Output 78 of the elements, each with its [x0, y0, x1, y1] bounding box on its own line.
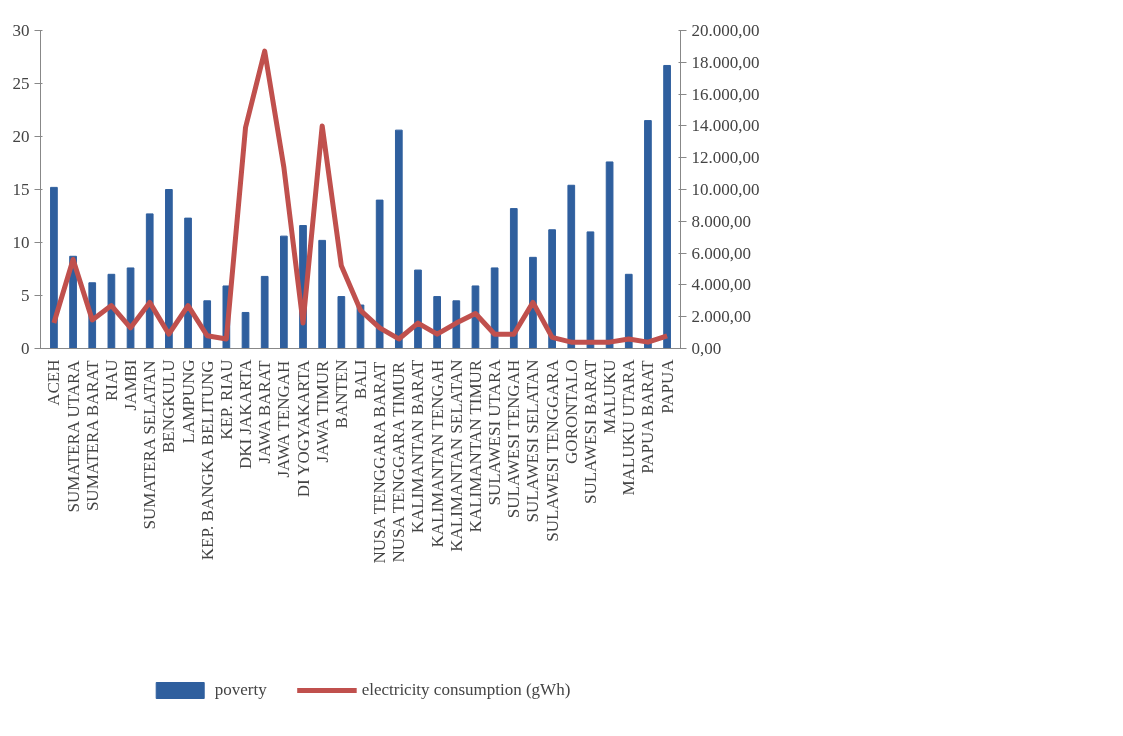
bar: [567, 184, 576, 349]
y-tick-label: 15: [12, 180, 30, 199]
x-tick-label: DI YOGYAKARTA: [293, 359, 313, 498]
x-tick-label: MALUKU: [600, 359, 620, 435]
x-tick-label: SULAWESI SELATAN: [523, 359, 543, 523]
bar: [624, 273, 633, 349]
y2-tick-label: 20.000,00: [691, 21, 760, 40]
bar: [663, 64, 671, 349]
x-tick-label: SUMATERA SELATAN: [140, 360, 160, 530]
x-tick-label: NUSA TENGGARA BARAT: [370, 361, 390, 564]
y2-tick-label: 4.000,00: [691, 275, 751, 295]
bar: [318, 239, 327, 349]
y-tick-label: 0: [21, 339, 30, 358]
bar: [605, 161, 614, 349]
y2-tick-label: 10.000,00: [691, 180, 760, 199]
x-tick-label: ACEH: [44, 359, 64, 406]
bar: [509, 208, 518, 349]
y-tick-label: 30: [12, 21, 30, 40]
bar: [337, 296, 346, 349]
bar: [50, 186, 58, 349]
y2-tick-label: 14.000,00: [691, 116, 760, 136]
x-tick-label: SULAWESI UTARA: [485, 358, 505, 506]
y2-tick-label: 6.000,00: [691, 243, 751, 263]
x-tick-label: KALIMANTAN TENGAH: [427, 359, 447, 548]
x-tick-label: SULAWESI BARAT: [580, 358, 600, 505]
bar: [165, 189, 173, 349]
x-tick-label: PAPUA BARAT: [638, 359, 658, 474]
x-tick-label: PAPUA: [657, 358, 677, 414]
y-tick-label: 25: [12, 74, 30, 93]
y2-tick-label: 0,00: [691, 339, 722, 358]
y2-tick-label: 18.000,00: [691, 52, 760, 72]
x-tick-label: KALIMANTAN TIMUR: [465, 359, 485, 533]
bar: [184, 217, 192, 349]
bar: [375, 199, 384, 349]
bar: [145, 213, 154, 349]
y2-tick-label: 8.000,00: [691, 211, 751, 231]
x-tick-label: BENGKULU: [159, 359, 179, 453]
x-tick-label: BANTEN: [331, 359, 351, 429]
bar: [586, 231, 595, 349]
bar: [280, 235, 288, 349]
bar: [126, 267, 135, 349]
x-tick-label: SULAWESI TENGGARA: [542, 359, 562, 542]
bar: [548, 229, 556, 349]
x-tick-label: LAMPUNG: [178, 359, 198, 444]
bar: [260, 275, 269, 349]
x-tick-label: KALIMANTAN BARAT: [408, 358, 428, 534]
bar: [107, 273, 116, 349]
bar: [414, 269, 422, 349]
x-tick-label: KEP. RIAU: [216, 359, 236, 440]
y-tick-label: 20: [12, 127, 30, 146]
x-tick-label: SUMATERA BARAT: [82, 359, 102, 512]
x-tick-label: MALUKU UTARA: [619, 358, 639, 496]
x-tick-label: DKI JAKARTA: [236, 358, 256, 470]
x-tick-label: KEP. BANGKA BELITUNG: [197, 360, 217, 561]
x-tick-label: JAWA TIMUR: [312, 360, 332, 463]
bar: [490, 267, 499, 349]
x-tick-label: JAWA TENGAH: [274, 360, 294, 478]
x-tick-label: JAMBI: [121, 359, 141, 411]
y-tick-label: 10: [12, 233, 30, 252]
bar: [241, 311, 250, 349]
x-tick-label: RIAU: [101, 359, 121, 402]
x-tick-label: NUSA TENGGARA TIMUR: [389, 361, 409, 563]
y2-tick-label: 12.000,00: [691, 148, 760, 168]
bar: [394, 129, 403, 349]
legend-label: electricity consumption (gWh): [361, 680, 571, 700]
x-tick-label: JAWA BARAT: [255, 359, 275, 464]
x-tick-label: KALIMANTAN SELATAN: [446, 359, 466, 552]
x-tick-label: GORONTALO: [561, 359, 581, 464]
x-tick-label: SULAWESI TENGAH: [504, 359, 524, 519]
x-tick-label: BALI: [351, 359, 370, 400]
legend-label: poverty: [214, 680, 267, 700]
y-tick-label: 5: [21, 286, 30, 305]
bar: [471, 285, 480, 349]
bar: [644, 120, 652, 349]
x-tick-label: SUMATERA UTARA: [63, 359, 83, 513]
y2-tick-label: 2.000,00: [691, 307, 751, 327]
y2-tick-label: 16.000,00: [691, 84, 760, 104]
bar: [529, 256, 537, 349]
